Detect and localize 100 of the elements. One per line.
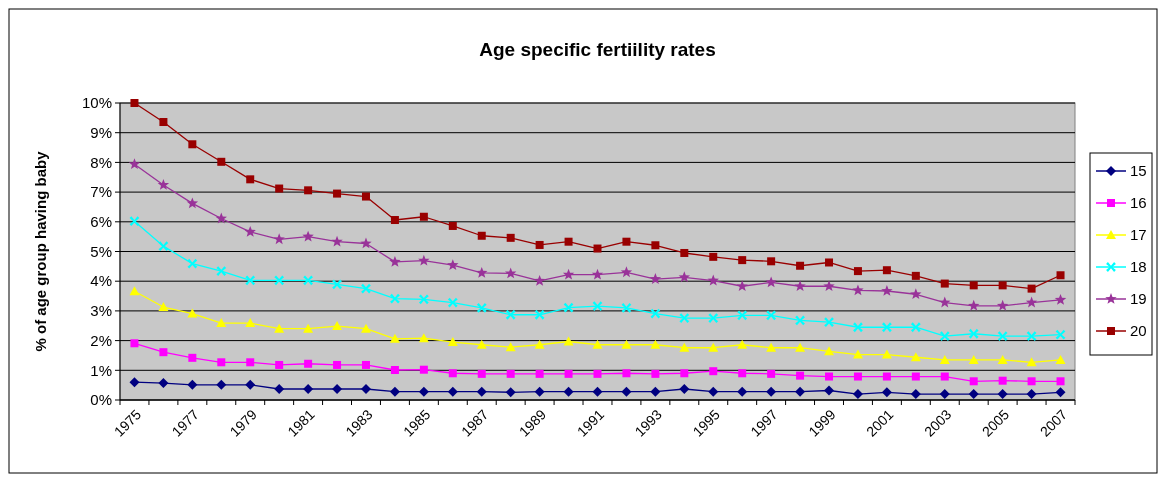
point <box>708 342 719 352</box>
point <box>940 372 949 381</box>
point <box>448 369 457 378</box>
point <box>304 186 313 195</box>
point <box>997 331 1008 342</box>
point <box>564 369 573 378</box>
point <box>824 317 834 328</box>
point <box>447 386 458 397</box>
point <box>737 310 748 321</box>
legend-label: 16 <box>1130 194 1147 212</box>
y-axis-title: % of age group having baby <box>32 150 49 352</box>
point <box>1054 293 1067 305</box>
point <box>825 258 834 267</box>
point <box>795 386 806 397</box>
point <box>852 284 864 296</box>
point <box>708 313 719 323</box>
point <box>303 323 314 333</box>
point <box>709 252 718 261</box>
point <box>939 296 951 308</box>
point <box>506 369 515 378</box>
y-tick-label: 3% <box>90 302 112 320</box>
point <box>969 377 978 386</box>
point <box>825 372 834 381</box>
point <box>477 231 486 240</box>
point <box>736 280 748 292</box>
point <box>534 386 545 397</box>
y-tick-label: 9% <box>90 123 112 141</box>
point <box>737 386 748 397</box>
point <box>129 286 140 296</box>
point <box>534 309 545 320</box>
point <box>766 342 777 352</box>
legend-label: 19 <box>1130 290 1147 308</box>
point <box>303 384 314 395</box>
point <box>245 379 256 390</box>
point <box>795 315 805 326</box>
point <box>447 297 458 308</box>
point <box>1055 329 1066 340</box>
point <box>360 384 371 395</box>
point <box>302 230 314 242</box>
point <box>940 279 949 288</box>
point <box>275 184 284 193</box>
point <box>1025 296 1038 308</box>
point <box>564 237 573 246</box>
point <box>361 360 370 369</box>
point <box>939 354 950 364</box>
point <box>505 387 516 398</box>
point <box>332 384 343 395</box>
point <box>765 276 777 288</box>
legend-label: 17 <box>1130 226 1147 244</box>
point <box>158 378 169 389</box>
point <box>1055 354 1066 364</box>
point <box>939 389 950 400</box>
point <box>796 261 805 270</box>
point <box>794 280 806 292</box>
point <box>998 281 1007 290</box>
point <box>738 256 747 265</box>
point <box>996 299 1009 311</box>
point <box>187 308 198 318</box>
point <box>881 285 893 296</box>
point <box>881 322 892 333</box>
point <box>504 267 517 279</box>
point <box>1055 387 1066 398</box>
point <box>534 339 545 349</box>
point <box>390 293 400 304</box>
point <box>766 310 777 321</box>
point <box>332 321 343 331</box>
point <box>505 309 516 320</box>
point <box>246 175 255 184</box>
point <box>304 359 313 368</box>
point <box>1056 377 1065 386</box>
point <box>129 377 140 388</box>
point <box>217 358 226 367</box>
point <box>997 389 1008 400</box>
point <box>158 241 169 252</box>
y-tick-label: 7% <box>90 183 112 201</box>
point <box>998 376 1007 385</box>
point <box>476 303 487 313</box>
point <box>1056 271 1065 280</box>
point <box>477 369 486 378</box>
point <box>274 323 285 333</box>
point <box>217 157 226 166</box>
point <box>881 349 892 359</box>
point <box>592 386 603 397</box>
point <box>216 379 227 390</box>
point <box>389 333 400 343</box>
point <box>418 386 429 397</box>
point <box>130 99 139 107</box>
point <box>795 342 806 352</box>
legend-label: 15 <box>1130 162 1147 180</box>
point <box>651 369 660 378</box>
point <box>245 318 256 328</box>
point <box>621 339 632 349</box>
point <box>881 387 892 398</box>
point <box>709 367 718 376</box>
point <box>418 333 429 343</box>
point <box>390 216 399 225</box>
point <box>969 281 978 290</box>
point <box>361 192 370 201</box>
point <box>187 258 198 269</box>
point <box>273 233 285 245</box>
